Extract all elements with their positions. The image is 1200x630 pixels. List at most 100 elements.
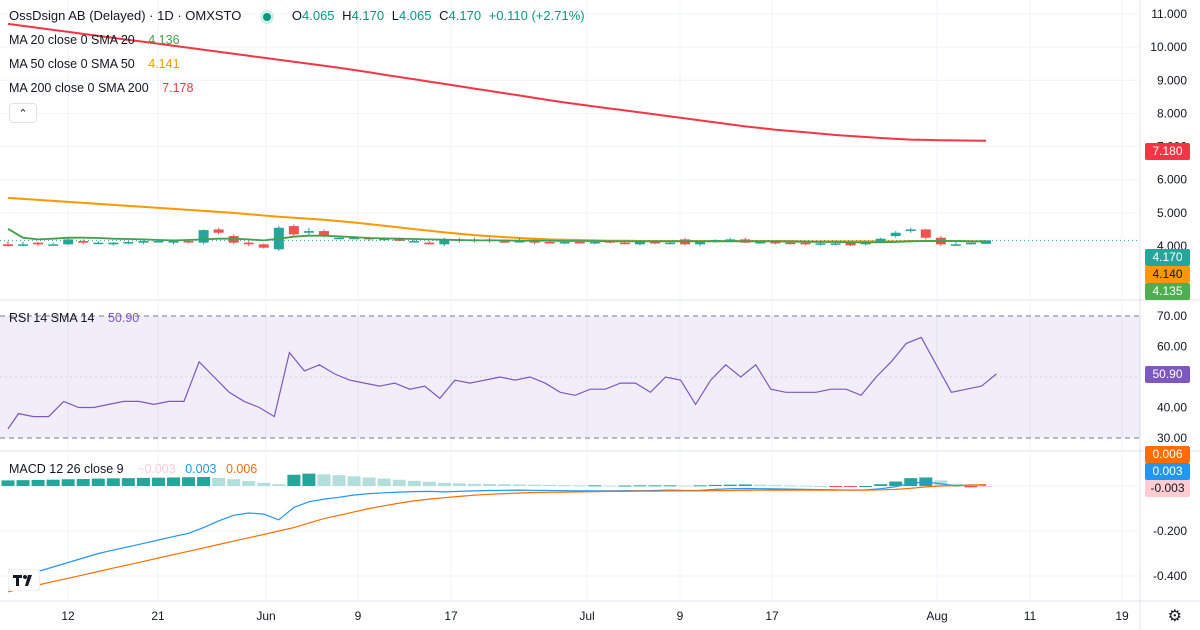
rsi-line [7, 336, 997, 430]
candle [213, 229, 224, 233]
macd-histogram-bar [889, 481, 903, 486]
macd-histogram-bar [723, 484, 737, 486]
candle [424, 242, 435, 245]
close-price-tag: 4.170 [1145, 249, 1190, 266]
macd-histogram-bar [663, 485, 677, 487]
price-tick-label: 8.000 [1157, 106, 1187, 120]
candle [394, 239, 405, 241]
macd-histogram-bar [783, 485, 797, 487]
macd-histogram-bar [257, 482, 271, 486]
candle [981, 240, 991, 244]
ma20-price-tag: 4.135 [1145, 283, 1190, 300]
macd-histogram-bar [708, 484, 722, 486]
macd-legend-label: MACD 12 26 close 9 [9, 462, 124, 476]
candle [288, 226, 299, 235]
change-value: +0.110 (+2.71%) [488, 8, 585, 23]
macd-histogram-bar [813, 486, 827, 487]
time-tick-label: Jul [579, 609, 594, 623]
macd-histogram-bar [964, 486, 978, 488]
macd-histogram-bar [151, 477, 165, 486]
symbol-title[interactable]: OssDsign AB (Delayed) · 1D · OMXSTO [9, 8, 242, 23]
candle [860, 242, 871, 245]
rsi-tick-label: 30.00 [1157, 431, 1187, 445]
candle [815, 243, 826, 245]
candle [63, 239, 74, 245]
candle [905, 229, 916, 232]
macd-histogram-bar [212, 477, 226, 486]
candle [33, 242, 44, 245]
macd-line [7, 481, 987, 579]
macd-histogram-bar [979, 486, 993, 487]
macd-histogram-bar [513, 484, 527, 486]
ma50-legend-value: 4.141 [148, 57, 180, 71]
close-value: 4.170 [448, 8, 482, 23]
rsi-tick-label: 60.00 [1157, 340, 1187, 354]
price-tick-label: 10.000 [1150, 40, 1187, 54]
price-tick-label: 11.000 [1151, 7, 1187, 21]
candle [48, 244, 59, 246]
rsi-tick-label: 40.00 [1157, 401, 1187, 415]
tradingview-logo[interactable] [7, 568, 41, 592]
candle [965, 242, 976, 245]
ma200-legend-label: MA 200 close 0 SMA 200 [9, 81, 149, 95]
macd-histogram-bar [768, 484, 782, 486]
rsi-legend[interactable]: RSI 14 SMA 14 50.90 [9, 310, 139, 326]
ma50-legend-label: MA 50 close 0 SMA 50 [9, 57, 135, 71]
candle [559, 242, 570, 244]
candle [665, 242, 676, 245]
candle [499, 241, 510, 243]
macd-histogram-bar [182, 477, 196, 486]
time-tick-label: Jun [256, 609, 275, 623]
macd-legend[interactable]: MACD 12 26 close 9 −0.003 0.003 0.006 [9, 461, 257, 477]
ma20-legend[interactable]: MA 20 close 0 SMA 20 4.136 [9, 32, 180, 48]
open-value: 4.065 [302, 8, 335, 23]
time-tick-label: 9 [677, 609, 684, 623]
candle [258, 244, 269, 248]
macd-histogram-bar [738, 484, 752, 486]
macd-histogram-bar [467, 483, 481, 486]
candle [243, 242, 254, 245]
macd-histogram-bar [693, 485, 707, 487]
candle [183, 241, 194, 243]
candle [93, 242, 104, 245]
time-tick-label: 12 [61, 609, 75, 623]
candle [529, 241, 540, 243]
time-tick-label: 19 [1115, 609, 1129, 623]
time-tick-label: 11 [1024, 609, 1037, 623]
macd-histogram-bar [347, 476, 361, 486]
candle [800, 242, 811, 245]
candle [574, 242, 585, 244]
macd-histogram-bar [31, 479, 45, 486]
time-tick-label: 9 [355, 609, 362, 623]
price-tick-label: 5.000 [1157, 206, 1187, 220]
time-tick-label: 17 [444, 609, 458, 623]
macd-histogram-bar [452, 483, 466, 486]
macd-price-tag: 0.003 [1145, 463, 1190, 480]
macd-histogram-bar [558, 485, 572, 487]
collapse-legend-button[interactable]: ⌃ [9, 103, 37, 123]
ma200-legend[interactable]: MA 200 close 0 SMA 200 7.178 [9, 80, 193, 96]
macd-histogram-bar [407, 480, 421, 486]
macd-histogram-bar [618, 485, 632, 487]
macd-tick-label: -0.400 [1153, 569, 1187, 583]
macd-histogram-bar [392, 479, 406, 486]
gear-icon[interactable]: ⚙ [1167, 608, 1182, 625]
candle [108, 242, 119, 245]
time-tick-label: Aug [926, 609, 947, 623]
ma20-legend-label: MA 20 close 0 SMA 20 [9, 33, 135, 47]
macd-legend-signal: 0.006 [225, 462, 258, 476]
rsi-price-tag: 50.90 [1145, 366, 1190, 383]
macd-histogram-bar [859, 486, 873, 487]
macd-histogram-bar [242, 481, 256, 486]
ma50-price-tag: 4.140 [1145, 266, 1190, 283]
ma50-legend[interactable]: MA 50 close 0 SMA 50 4.141 [9, 56, 180, 72]
candle [890, 232, 901, 237]
macd-histogram-bar [588, 485, 602, 487]
open-label: O [291, 8, 302, 23]
macd-histogram-bar [16, 480, 30, 486]
macd-histogram-bar [317, 474, 331, 486]
rsi-legend-label: RSI 14 SMA 14 [9, 311, 95, 325]
chart-header-legend: OssDsign AB (Delayed) · 1D · OMXSTO O4.0… [9, 8, 585, 24]
candle [168, 241, 179, 243]
